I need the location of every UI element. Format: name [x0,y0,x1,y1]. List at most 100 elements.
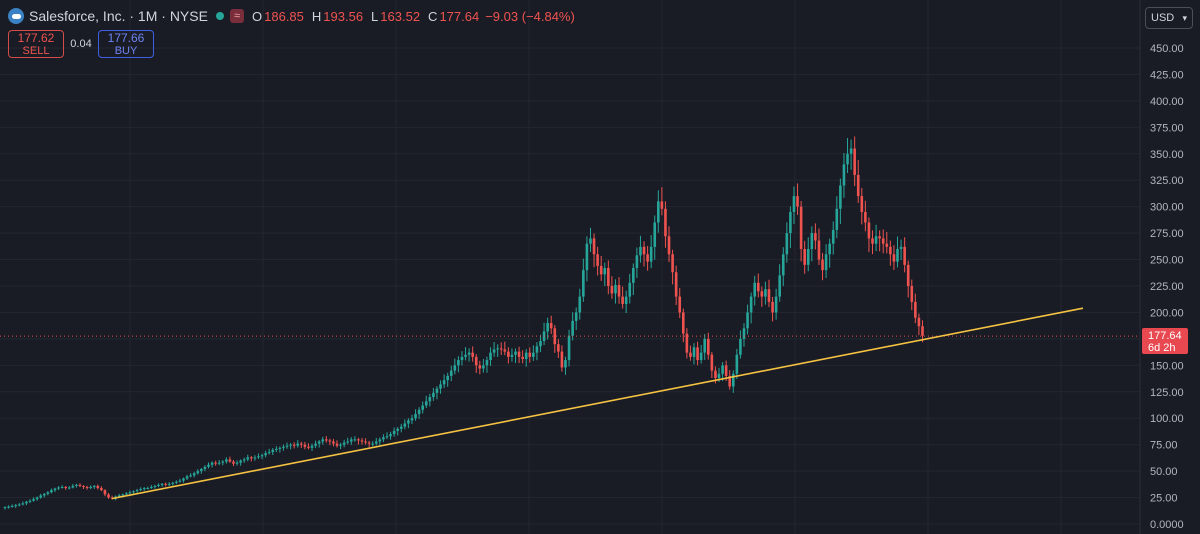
bar-countdown: 6d 2h [1148,342,1176,354]
candle-body [378,439,382,442]
candle-body [357,439,360,441]
candle-body [478,365,482,369]
candle-body [7,506,10,508]
candle-body [871,238,874,244]
candle-body [492,349,496,353]
candle-body [607,268,610,286]
candle-body [317,441,321,444]
candle-body [853,148,856,175]
candle-body [214,462,217,464]
candle-body [892,254,896,262]
candle-body [303,444,307,447]
candle-body [157,484,160,486]
candle-body [856,174,860,197]
candle-body [774,296,778,313]
candle-body [585,243,589,271]
candle-body [292,444,296,446]
currency-select[interactable]: USD ▾ [1145,7,1193,29]
candle-body [699,352,703,361]
candle-body [767,289,771,302]
trendline[interactable] [111,307,1084,500]
candle-body [449,370,453,376]
candle-body [32,499,35,501]
candle-body [353,439,357,441]
candle-body [432,392,435,398]
y-tick-label: 50.00 [1150,466,1178,478]
candle-body [514,351,517,355]
symbol-title[interactable]: Salesforce, Inc. · 1M · NYSE [29,8,208,24]
candle-body [653,222,657,247]
candle-body [453,365,457,371]
candle-body [721,365,724,374]
candle-body [164,483,167,485]
y-tick-label: 350.00 [1150,149,1184,161]
candle-body [332,441,335,444]
candle-body [346,441,350,443]
buy-button[interactable]: 177.66 BUY [98,30,154,58]
candle-body [571,320,574,336]
candle-body [50,490,53,493]
candle-body [692,347,696,357]
candle-body [35,497,39,500]
candle-body [599,265,603,275]
candle-body [328,440,332,442]
y-tick-label: 25.00 [1150,493,1178,505]
candle-body [64,486,67,489]
candle-body [678,296,682,313]
candle-body [746,312,749,329]
chevron-down-icon: ▾ [1182,13,1187,23]
wave-icon[interactable]: ≈ [229,9,244,23]
candle-body [778,275,781,297]
candle-body [842,164,846,186]
y-tick-label: 325.00 [1150,175,1184,187]
candle-body [549,323,553,329]
candle-body [846,153,849,165]
candle-body [878,236,881,239]
candle-body [467,352,471,355]
candle-body [264,453,267,456]
candle-body [589,238,592,244]
close-key: C [428,8,438,24]
candle-body [403,423,407,427]
candle-body [178,480,182,482]
candle-body [864,211,867,223]
candle-body [796,196,799,207]
candle-body [28,500,32,502]
candle-body [310,445,314,448]
candle-body [17,504,21,506]
candle-body [325,439,328,441]
candle-body [664,208,667,237]
candle-body [799,206,803,249]
candle-body [321,439,325,442]
candle-body [824,254,828,271]
candle-body [160,483,164,485]
candle-body [567,335,571,361]
candle-body [749,296,753,313]
candle-body [764,289,767,297]
candle-body [89,486,92,489]
candle-body [360,440,364,442]
candle-body [760,291,764,297]
candle-body [574,312,578,321]
candle-body [635,255,639,269]
candle-body [210,462,214,465]
candle-body [242,459,246,461]
candle-body [374,441,378,444]
candle-body [150,486,153,489]
candle-body [117,495,121,497]
candle-body [132,491,135,493]
candle-body [621,296,624,304]
candle-body [917,317,921,327]
candle-body [14,504,18,507]
candle-body [524,352,528,359]
candle-body [289,444,292,446]
candle-body [596,254,599,266]
candle-body [703,338,707,353]
candle-body [46,492,50,494]
candle-body [810,233,814,249]
candle-body [906,264,910,286]
sell-button[interactable]: 177.62 SELL [8,30,64,58]
candle-body [521,356,524,359]
candle-body [135,490,139,492]
